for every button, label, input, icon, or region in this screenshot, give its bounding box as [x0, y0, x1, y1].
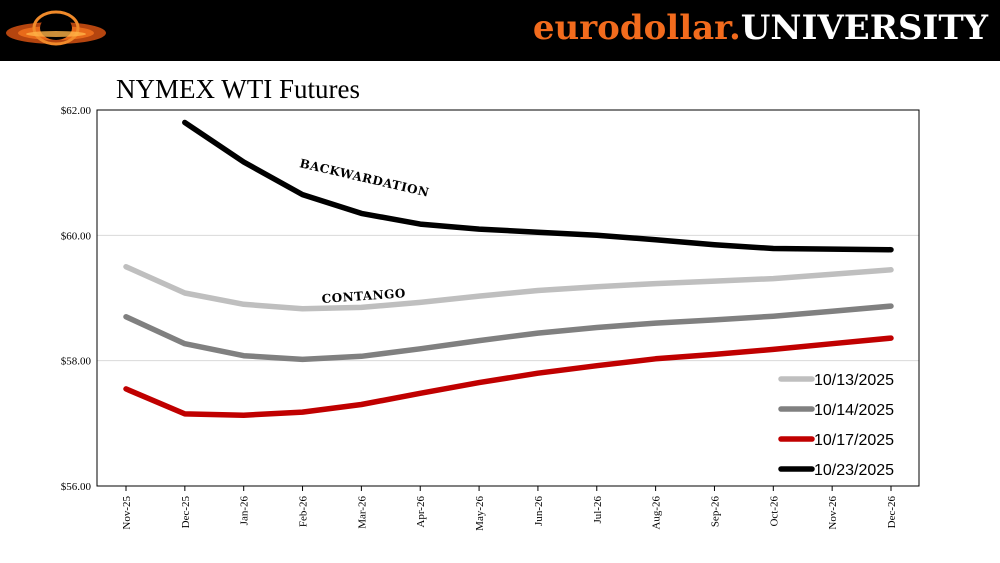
- x-tick-label: Jan-26: [239, 496, 251, 526]
- legend-label: 10/13/2025: [814, 372, 894, 389]
- series-line: [182, 119, 894, 253]
- header-banner: eurodollar.UNIVERSITY: [0, 0, 1000, 61]
- x-tick-label: Dec-25: [180, 496, 192, 529]
- x-tick-label: Nov-26: [827, 496, 839, 530]
- x-tick-label: Aug-26: [651, 496, 663, 530]
- x-tick-label: May-26: [474, 496, 486, 531]
- series-line: [123, 263, 894, 312]
- annotation-contango: CONTANGO: [321, 286, 406, 306]
- legend-label: 10/17/2025: [814, 432, 894, 449]
- brand-wordmark: eurodollar.UNIVERSITY: [533, 4, 988, 52]
- series-line: [123, 335, 894, 418]
- legend-label: 10/14/2025: [814, 402, 894, 419]
- x-tick-label: Mar-26: [356, 496, 368, 529]
- x-tick-label: Apr-26: [415, 496, 427, 528]
- black-hole-logo: [6, 10, 106, 46]
- x-tick-label: Feb-26: [298, 496, 310, 528]
- x-tick-label: Nov-25: [121, 496, 133, 530]
- x-tick-label: Sep-26: [709, 496, 721, 528]
- annotation-backwardation: BACKWARDATION: [298, 156, 430, 199]
- x-tick-label: Dec-26: [886, 496, 898, 529]
- brand-upper: UNIVERSITY: [740, 8, 988, 48]
- chart-title: NYMEX WTI Futures: [116, 74, 360, 104]
- x-tick-label: Jun-26: [533, 496, 545, 526]
- series-line: [123, 303, 894, 363]
- plot-frame: [96, 109, 920, 487]
- legend-label: 10/23/2025: [814, 462, 894, 479]
- x-tick-label: Jul-26: [592, 496, 604, 524]
- y-tick-label: $58.00: [61, 356, 92, 368]
- y-tick-label: $60.00: [61, 230, 92, 242]
- x-tick-label: Oct-26: [768, 496, 780, 527]
- y-tick-label: $56.00: [61, 481, 92, 493]
- brand-lower: eurodollar.: [532, 8, 741, 48]
- y-tick-label: $62.00: [61, 105, 92, 117]
